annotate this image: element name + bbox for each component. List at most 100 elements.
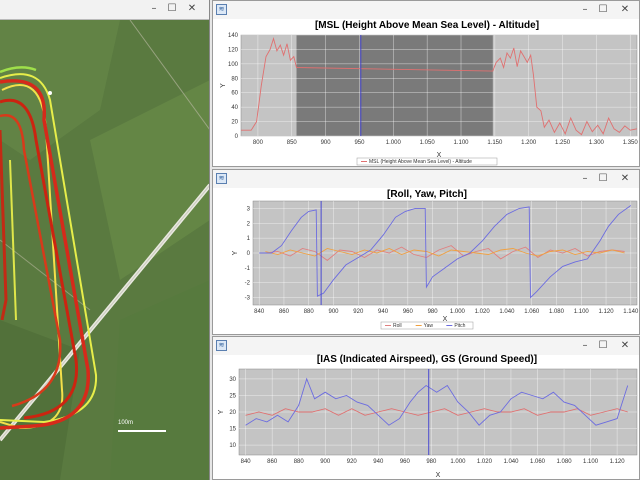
- close-icon[interactable]: ✕: [187, 3, 197, 14]
- x-tick-label: 1.040: [499, 309, 515, 315]
- x-tick-label: 880: [304, 309, 315, 315]
- series-line-msl: [241, 37, 638, 136]
- x-tick-label: 1.060: [530, 459, 546, 465]
- y-tick-label: 140: [228, 33, 239, 39]
- series-line-roll: [265, 245, 625, 261]
- x-tick-label: 1.020: [475, 309, 491, 315]
- map-scale-label: 100m: [118, 420, 134, 426]
- x-tick-label: 980: [426, 459, 437, 465]
- x-tick-label: 850: [287, 140, 298, 146]
- close-icon[interactable]: ✕: [620, 340, 630, 351]
- series-line-gs: [245, 377, 629, 426]
- y-axis-label: Y: [220, 83, 227, 88]
- legend-box: [356, 157, 498, 166]
- attitude-chart[interactable]: [Roll, Yaw, Pitch] -3 -2 -1 0 1 2 3 840 860 880 900…: [213, 170, 640, 335]
- x-tick-label: 1.000: [386, 140, 402, 146]
- maximize-icon[interactable]: ☐: [598, 340, 608, 351]
- x-tick-label: 1.080: [549, 309, 565, 315]
- close-icon[interactable]: ✕: [620, 4, 630, 15]
- x-tick-label: 840: [254, 309, 265, 315]
- y-tick-label: -3: [245, 296, 251, 302]
- y-tick-label: 3: [247, 206, 251, 212]
- x-tick-label: 860: [267, 459, 278, 465]
- minimize-icon[interactable]: –: [582, 340, 588, 351]
- y-tick-label: 120: [228, 47, 239, 53]
- app-icon: ≋: [216, 340, 227, 351]
- x-tick-label: 950: [354, 140, 365, 146]
- y-tick-label: 80: [231, 76, 238, 82]
- chart-title: [Roll, Yaw, Pitch]: [387, 189, 467, 200]
- x-tick-label: 1.300: [589, 140, 605, 146]
- x-tick-label: 900: [321, 140, 332, 146]
- x-tick-label: 1.060: [524, 309, 540, 315]
- y-tick-label: 20: [231, 120, 238, 126]
- x-tick-label: 920: [353, 309, 364, 315]
- legend-entry: Pitch: [454, 323, 465, 329]
- x-tick-label: 960: [400, 459, 411, 465]
- minimize-icon[interactable]: –: [151, 3, 157, 14]
- minimize-icon[interactable]: –: [582, 4, 588, 15]
- x-axis-label: X: [437, 152, 442, 159]
- x-tick-label: 1.100: [583, 459, 599, 465]
- y-tick-label: 0: [247, 251, 251, 257]
- series-line-ias: [245, 408, 628, 416]
- maximize-icon[interactable]: ☐: [167, 3, 177, 14]
- x-tick-label: 1.100: [574, 309, 590, 315]
- maximize-icon[interactable]: ☐: [598, 173, 608, 184]
- y-tick-label: 2: [247, 221, 251, 227]
- chart-title: [IAS (Indicated Airspeed), GS (Ground Sp…: [317, 354, 537, 365]
- x-tick-label: 960: [403, 309, 414, 315]
- x-tick-label: 860: [279, 309, 290, 315]
- airspeed-chart[interactable]: [IAS (Indicated Airspeed), GS (Ground Sp…: [213, 337, 640, 480]
- close-icon[interactable]: ✕: [620, 173, 630, 184]
- series-line-yaw: [265, 248, 625, 257]
- x-tick-label: 1.020: [477, 459, 493, 465]
- map-window[interactable]: – ☐ ✕ 100m: [0, 0, 210, 480]
- x-tick-label: 940: [378, 309, 389, 315]
- series-line-pitch: [259, 205, 632, 299]
- x-tick-label: 1.120: [599, 309, 615, 315]
- attitude-title-bar: ≋ – ☐ ✕: [213, 170, 639, 188]
- y-tick-label: 30: [229, 377, 236, 383]
- legend-box: [380, 321, 474, 330]
- selection-region[interactable]: [296, 35, 493, 136]
- x-tick-label: 1.040: [503, 459, 519, 465]
- app-icon: ≋: [216, 173, 227, 184]
- x-tick-label: 800: [253, 140, 264, 146]
- airspeed-chart-window[interactable]: ≋ – ☐ ✕ [IAS (Indicated Airspeed), GS (G…: [212, 336, 640, 480]
- map-scale-bar: [118, 430, 166, 432]
- minimize-icon[interactable]: –: [582, 173, 588, 184]
- x-tick-label: 840: [241, 459, 252, 465]
- x-tick-label: 1.350: [623, 140, 639, 146]
- x-tick-label: 920: [347, 459, 358, 465]
- x-tick-label: 1.000: [450, 459, 466, 465]
- y-tick-label: 60: [231, 91, 238, 97]
- x-tick-label: 900: [320, 459, 331, 465]
- x-tick-label: 1.250: [555, 140, 571, 146]
- altitude-chart[interactable]: [MSL (Height Above Mean Sea Level) - Alt…: [213, 1, 640, 167]
- legend-entry: Roll: [393, 323, 402, 329]
- attitude-chart-window[interactable]: ≋ – ☐ ✕ [Roll, Yaw, Pitch] -3 -2 -1 0 1 2 3 840 8…: [212, 169, 640, 335]
- x-tick-label: 1.120: [610, 459, 626, 465]
- altitude-chart-window[interactable]: ≋ – ☐ ✕ [MSL (Height Above Mean Sea Leve…: [212, 0, 640, 167]
- x-tick-label: 900: [329, 309, 340, 315]
- satellite-map[interactable]: [0, 20, 210, 480]
- x-axis-label: X: [436, 472, 441, 479]
- map-title-bar: – ☐ ✕: [0, 0, 209, 20]
- y-tick-label: 0: [235, 134, 239, 140]
- x-tick-label: 1.150: [487, 140, 503, 146]
- x-tick-label: 1.000: [450, 309, 466, 315]
- app-icon: ≋: [216, 4, 227, 15]
- x-tick-label: 1.050: [420, 140, 436, 146]
- x-axis-label: X: [443, 316, 448, 323]
- legend-entry: MSL (Height Above Mean Sea Level) - Alti…: [369, 159, 472, 165]
- x-tick-label: 1.080: [557, 459, 573, 465]
- maximize-icon[interactable]: ☐: [598, 4, 608, 15]
- x-tick-label: 880: [294, 459, 305, 465]
- y-tick-label: 15: [229, 427, 236, 433]
- airspeed-title-bar: ≋ – ☐ ✕: [213, 337, 639, 355]
- x-tick-label: 1.100: [453, 140, 469, 146]
- x-tick-label: 1.140: [623, 309, 639, 315]
- altitude-title-bar: ≋ – ☐ ✕: [213, 1, 639, 19]
- y-tick-label: 10: [229, 443, 236, 449]
